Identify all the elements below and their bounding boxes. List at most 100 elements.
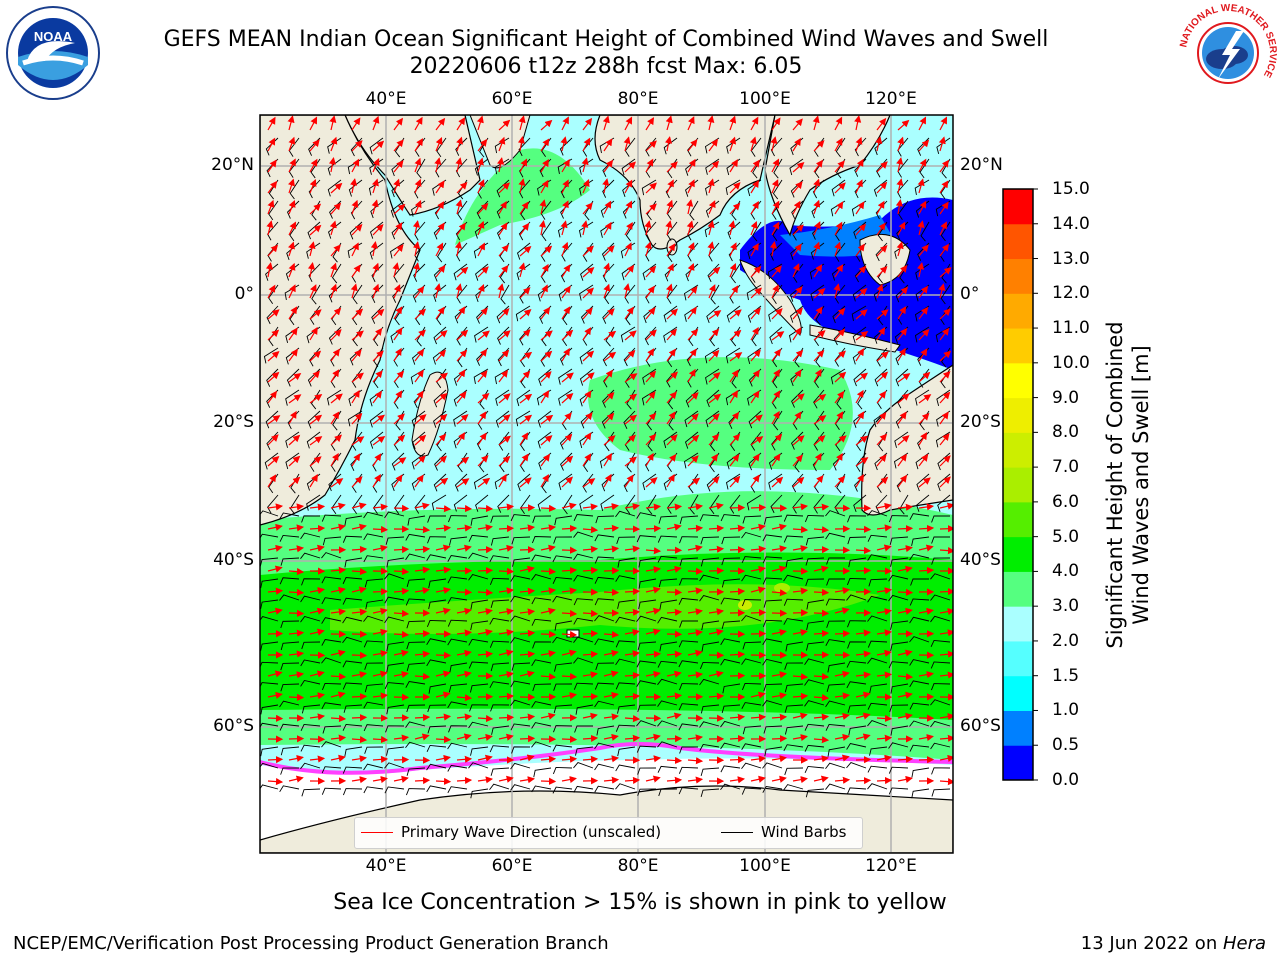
wave-direction-arrow xyxy=(267,137,276,152)
wave-direction-arrow xyxy=(372,414,385,425)
colorbar-label-line1: Significant Height of Combined xyxy=(1103,321,1127,649)
wave-direction-arrow xyxy=(813,264,823,278)
wave-direction-arrow xyxy=(918,200,927,215)
wave-direction-arrow xyxy=(351,330,364,341)
wave-direction-arrow xyxy=(561,179,569,194)
wave-direction-arrow xyxy=(540,371,552,383)
wave-direction-arrow xyxy=(645,329,657,341)
wave-direction-arrow xyxy=(687,116,695,131)
wave-direction-arrow xyxy=(434,283,442,299)
wind-barb xyxy=(328,284,342,303)
wave-direction-arrow xyxy=(519,524,536,532)
wave-direction-arrow xyxy=(645,503,662,511)
wind-barb xyxy=(721,536,741,545)
wave-direction-arrow xyxy=(413,241,421,257)
wind-barb xyxy=(426,554,447,561)
wave-direction-arrow xyxy=(876,544,892,552)
wave-zone-central xyxy=(588,357,853,470)
wave-direction-arrow xyxy=(561,348,570,362)
colorbar-segment xyxy=(1003,606,1033,642)
wind-barb xyxy=(384,511,405,519)
wave-direction-arrow xyxy=(519,414,533,425)
wind-barb xyxy=(937,494,951,512)
wave-direction-arrow xyxy=(267,329,280,341)
wave-direction-arrow xyxy=(939,547,953,555)
wave-direction-arrow xyxy=(351,412,363,425)
wind-barb xyxy=(773,158,783,179)
wind-barb xyxy=(825,532,846,540)
wave-direction-arrow xyxy=(582,609,599,618)
wave-direction-arrow xyxy=(288,455,301,467)
wave-direction-arrow xyxy=(477,588,494,597)
wave-direction-arrow xyxy=(813,159,823,173)
colorbar-tick-label: 3.0 xyxy=(1052,596,1080,617)
wave-direction-arrow xyxy=(624,414,638,425)
wave-direction-arrow xyxy=(351,389,360,404)
wave-direction-arrow xyxy=(813,393,827,404)
wave-direction-arrow xyxy=(414,434,427,446)
wave-direction-arrow xyxy=(351,140,363,152)
wave-direction-arrow xyxy=(603,435,616,446)
wave-direction-arrow xyxy=(540,159,549,173)
wave-direction-arrow xyxy=(792,200,801,215)
wave-direction-arrow xyxy=(372,262,380,278)
wave-direction-arrow xyxy=(288,693,305,701)
wind-barb xyxy=(896,179,909,199)
wind-barb xyxy=(851,305,867,322)
wave-direction-arrow xyxy=(477,477,491,488)
wave-direction-arrow xyxy=(876,265,888,278)
wave-direction-arrow xyxy=(624,242,632,257)
wave-direction-arrow xyxy=(834,201,844,215)
wave-direction-arrow xyxy=(393,457,407,467)
wind-barb xyxy=(369,431,384,449)
wave-direction-arrow xyxy=(435,651,452,659)
wave-direction-arrow xyxy=(666,453,677,467)
wind-barb xyxy=(552,555,573,563)
lon-label-bottom: 120°E xyxy=(865,856,917,876)
wave-direction-arrow xyxy=(414,157,422,173)
wave-direction-arrow xyxy=(771,390,781,404)
lon-label-bottom: 80°E xyxy=(617,856,659,876)
wave-direction-arrow xyxy=(729,454,740,467)
wind-barb xyxy=(847,536,867,545)
lat-label-right: 20°S xyxy=(960,412,1001,432)
wave-direction-arrow xyxy=(918,432,928,446)
wave-direction-arrow xyxy=(686,199,694,215)
wave-direction-arrow xyxy=(393,284,401,299)
wave-direction-arrow xyxy=(540,119,553,131)
wind-barb xyxy=(510,514,531,522)
wave-direction-arrow xyxy=(876,283,884,299)
wave-direction-arrow xyxy=(834,221,843,236)
wave-direction-arrow xyxy=(813,140,825,152)
wind-barb xyxy=(308,263,321,283)
wave-direction-arrow xyxy=(897,327,908,341)
wind-barb xyxy=(725,347,741,364)
lat-label-right: 20°N xyxy=(960,155,1003,175)
wave-direction-arrow xyxy=(540,630,557,638)
wave-direction-arrow xyxy=(876,161,888,173)
wave-direction-arrow xyxy=(855,179,863,194)
wind-barb xyxy=(531,536,552,544)
wave-direction-arrow xyxy=(519,393,533,404)
wave-direction-arrow xyxy=(645,391,656,404)
wave-direction-arrow xyxy=(288,588,305,597)
wave-direction-arrow xyxy=(582,117,593,131)
wave-direction-arrow xyxy=(792,369,802,383)
wave-direction-arrow xyxy=(771,433,783,446)
wave-direction-arrow xyxy=(287,115,295,131)
wind-barb xyxy=(300,532,321,540)
ice-edge xyxy=(260,742,953,775)
wave-direction-arrow xyxy=(351,349,362,362)
wave-direction-arrow xyxy=(393,327,403,341)
wave-direction-arrow xyxy=(603,245,615,257)
wave-direction-arrow xyxy=(540,544,556,552)
wave-direction-arrow xyxy=(792,435,805,446)
wave-direction-arrow xyxy=(729,756,746,764)
wave-direction-arrow xyxy=(560,136,568,152)
wave-direction-arrow xyxy=(309,474,318,488)
wave-direction-arrow xyxy=(729,433,741,446)
wind-barb xyxy=(710,284,720,305)
wave-direction-arrow xyxy=(917,178,925,194)
wave-direction-arrow xyxy=(771,265,782,278)
wind-barb xyxy=(470,515,489,526)
